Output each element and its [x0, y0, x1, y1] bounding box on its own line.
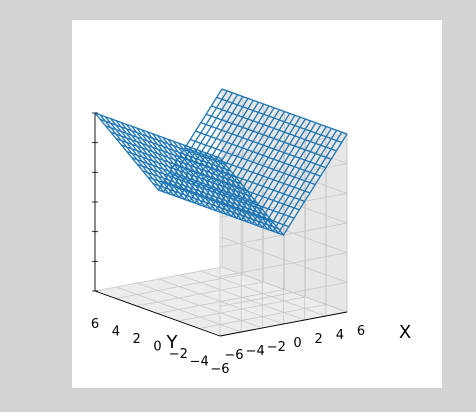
- y-axis-label: Y: [166, 332, 179, 353]
- wire-line: [190, 138, 316, 186]
- wire-line: [205, 113, 332, 160]
- wireframe-surface: [94, 88, 348, 237]
- wire-line: [131, 157, 258, 204]
- y-tick-label: 2: [133, 332, 141, 347]
- y-tick-label: −6: [210, 362, 229, 377]
- y-tick-label: 4: [112, 325, 120, 340]
- x-axis-label: X: [399, 322, 411, 343]
- wire-line: [163, 180, 290, 228]
- wire-line: [158, 189, 284, 236]
- wire-line: [168, 172, 295, 219]
- wire-line: [221, 88, 348, 135]
- wire-line: [152, 182, 279, 230]
- y-tick-label: 0: [153, 340, 161, 355]
- wire-line: [184, 147, 311, 194]
- y-tick-label: −2: [169, 347, 188, 362]
- wire-line: [137, 163, 263, 210]
- wire-line: [105, 125, 231, 172]
- wire-line: [179, 155, 305, 202]
- gridline: [94, 266, 223, 292]
- x-tick-label: −6: [224, 348, 243, 363]
- wire-line: [211, 105, 337, 152]
- x-tick-label: −4: [246, 344, 265, 359]
- x-axis-line: [219, 311, 348, 337]
- x-tick-label: 0: [293, 336, 301, 351]
- wire-line: [174, 164, 300, 211]
- wire-line: [195, 130, 321, 177]
- x-tick-label: 6: [357, 324, 365, 339]
- wire-line: [94, 112, 221, 159]
- x-tick-label: −2: [267, 340, 286, 355]
- wire-line: [142, 170, 268, 217]
- y-tick-labels: 6 4 2 0 −2 −4 −6: [91, 317, 230, 377]
- x-tick-label: 2: [315, 332, 323, 347]
- y-tick-label: −4: [190, 355, 209, 370]
- x-tick-label: 4: [336, 328, 344, 343]
- wire-line: [115, 138, 242, 185]
- wire-line: [200, 122, 327, 169]
- x-tick-labels: −6 −4 −2 0 2 4 6: [224, 324, 365, 363]
- gridline: [115, 274, 243, 299]
- wire-line: [147, 176, 274, 223]
- wire-line: [216, 96, 342, 144]
- gridline: [221, 266, 348, 313]
- wire-line: [126, 150, 252, 198]
- wire-line: [100, 118, 226, 166]
- y-tick-label: 6: [91, 317, 99, 332]
- y-axis-line: [94, 290, 221, 337]
